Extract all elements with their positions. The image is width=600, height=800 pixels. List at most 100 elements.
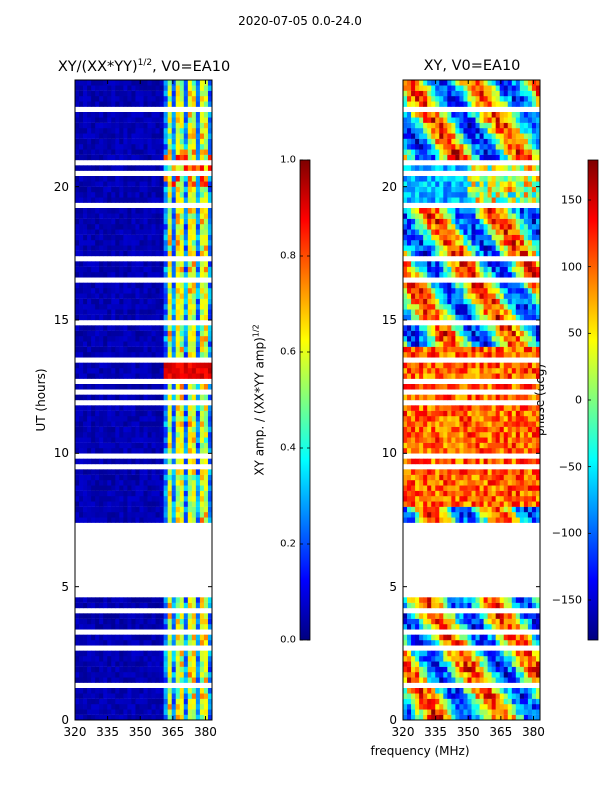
heat-cell (179, 240, 185, 246)
heat-cell (167, 688, 173, 694)
heat-cell (167, 346, 173, 353)
heat-cell (155, 405, 161, 411)
heat-cell (199, 506, 205, 513)
heat-cell (187, 122, 193, 129)
heat-cell (459, 661, 464, 667)
heat-cell (107, 101, 112, 107)
heat-cell (499, 693, 505, 699)
heat-cell (495, 304, 501, 310)
heat-cell (507, 325, 513, 331)
heat-cell (119, 432, 124, 438)
heat-cell (403, 458, 408, 465)
heat-cell (191, 432, 197, 438)
heat-cell (207, 426, 213, 433)
heat-cell (419, 688, 424, 694)
heat-cell (527, 650, 533, 657)
heat-cell (183, 288, 189, 294)
heat-cell (171, 394, 177, 401)
heat-cell (187, 448, 193, 454)
heat-cell (195, 394, 201, 401)
heat-cell (407, 368, 412, 374)
heat-cell (179, 634, 185, 641)
heat-cell (475, 293, 480, 299)
heat-cell (175, 90, 181, 97)
heat-cell (103, 128, 108, 134)
heat-cell (107, 677, 112, 683)
heat-cell (155, 272, 161, 278)
heat-cell (499, 672, 505, 678)
heat-cell (423, 314, 428, 321)
heat-cell (423, 704, 428, 710)
heat-cell (535, 458, 541, 465)
heat-cell (91, 656, 96, 662)
heat-cell (107, 122, 112, 129)
heat-cell (99, 341, 104, 347)
heat-cell (527, 426, 533, 433)
heat-cell (119, 181, 124, 187)
heat-cell (155, 213, 161, 219)
heat-cell (463, 314, 468, 321)
heat-cell (191, 394, 197, 401)
heat-cell (143, 240, 148, 246)
heat-cell (103, 517, 108, 523)
heat-cell (403, 282, 408, 289)
heat-cell (151, 490, 156, 497)
heat-cell (407, 624, 412, 630)
heat-cell (407, 661, 412, 667)
heat-cell (491, 432, 497, 438)
heat-cell (203, 186, 209, 193)
heat-cell (135, 165, 140, 171)
heat-cell (119, 149, 124, 155)
heat-cell (511, 293, 517, 299)
heat-cell (531, 448, 537, 454)
heat-cell (183, 144, 189, 150)
heat-cell (451, 362, 456, 369)
heat-cell (475, 405, 480, 411)
heat-cell (95, 618, 100, 625)
heat-cell (163, 112, 169, 118)
heat-cell (107, 336, 112, 342)
heat-cell (183, 80, 189, 86)
heat-cell (207, 245, 213, 251)
heat-cell (523, 480, 529, 486)
heat-cell (475, 304, 480, 310)
heat-cell (83, 373, 88, 379)
heat-cell (207, 709, 213, 715)
heat-cell (191, 480, 197, 486)
heat-cell (507, 352, 513, 358)
heat-cell (143, 506, 148, 513)
heat-cell (403, 416, 408, 422)
heat-cell (491, 624, 497, 630)
heat-cell (487, 474, 493, 481)
heat-cell (79, 240, 84, 246)
heat-cell (523, 336, 529, 342)
heat-cell (511, 512, 517, 518)
heat-cell (131, 165, 136, 171)
heat-cell (511, 613, 517, 619)
heat-cell (127, 656, 132, 662)
heat-cell (167, 709, 173, 715)
heat-cell (119, 362, 124, 369)
heat-cell (155, 634, 161, 641)
heat-cell (99, 512, 104, 518)
heat-cell (451, 405, 456, 411)
heat-cell (159, 352, 165, 358)
heat-cell (183, 266, 189, 273)
heat-cell (511, 421, 517, 427)
heat-cell (479, 426, 484, 433)
heat-cell (163, 250, 169, 257)
heat-cell (419, 442, 424, 449)
heat-cell (111, 448, 116, 454)
heat-cell (403, 672, 408, 678)
heat-cell (139, 650, 144, 657)
heat-cell (483, 469, 489, 475)
heat-cell (483, 421, 489, 427)
heat-cell (163, 613, 169, 619)
heat-cell (411, 485, 416, 491)
heat-cell (167, 714, 173, 721)
heat-cell (179, 432, 185, 438)
heat-cell (183, 197, 189, 203)
heat-cell (491, 410, 497, 417)
heat-cell (199, 176, 205, 182)
heat-cell (471, 437, 476, 443)
